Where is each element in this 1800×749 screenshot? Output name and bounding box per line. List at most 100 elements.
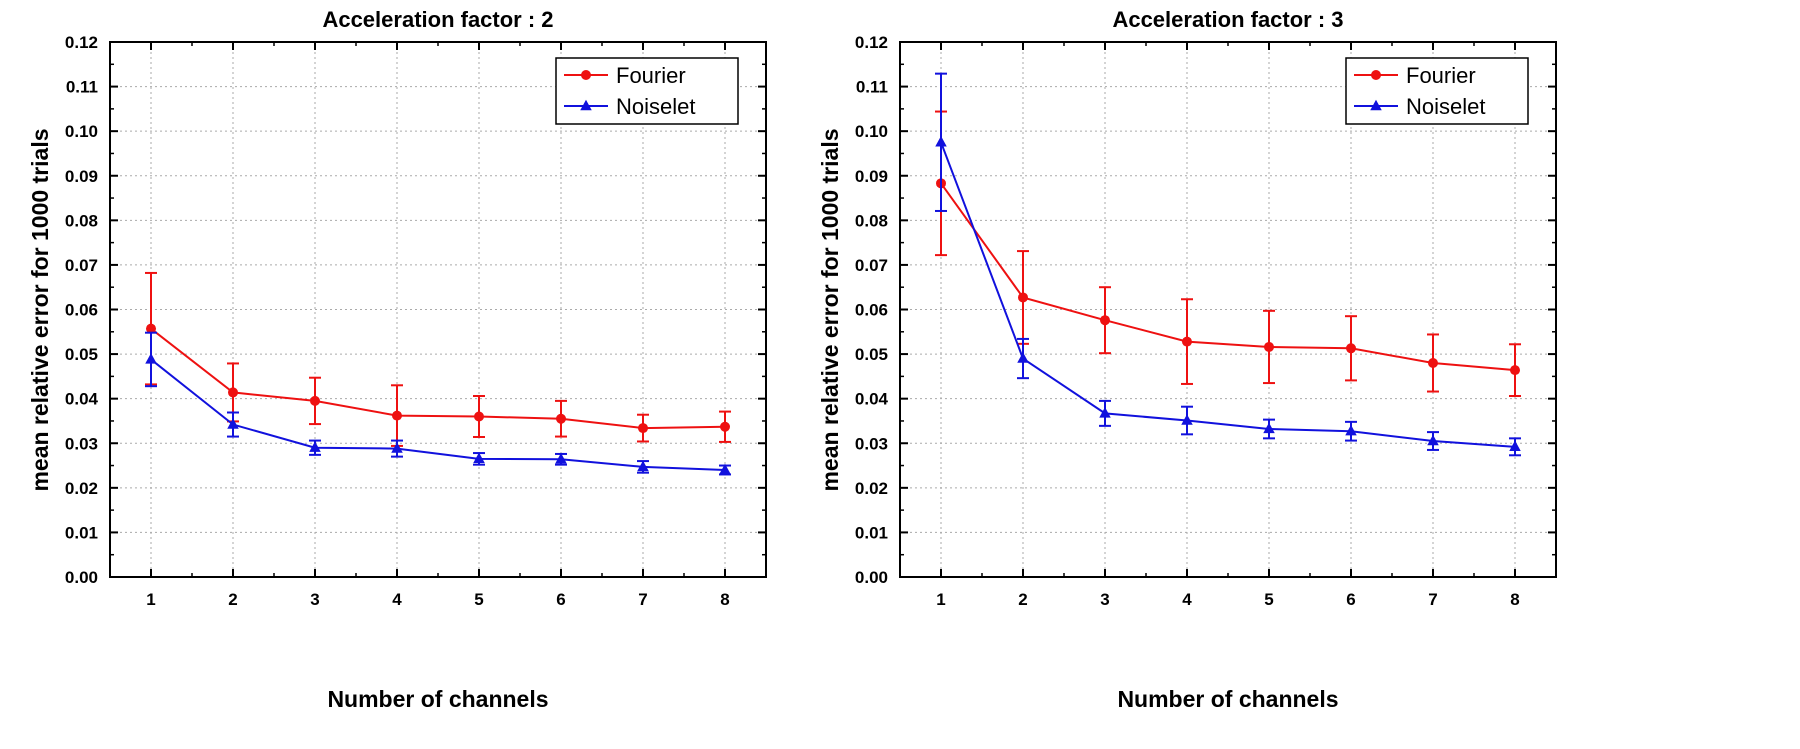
data-point-triangle — [309, 441, 321, 452]
series-noiselet — [935, 72, 1521, 457]
y-tick-label: 0.05 — [855, 345, 888, 364]
legend: Fourier Noiselet — [555, 57, 739, 125]
data-point-triangle — [637, 460, 649, 472]
y-tick-label: 0.06 — [855, 301, 888, 320]
y-tick-label: 0.08 — [65, 211, 98, 230]
legend-marker-circle — [581, 70, 591, 80]
y-tick-label: 0.02 — [855, 479, 888, 498]
legend-label: Noiselet — [616, 94, 695, 119]
data-point-triangle — [1345, 424, 1357, 436]
y-tick-label: 0.12 — [855, 33, 888, 52]
y-tick-label: 0.03 — [855, 434, 888, 453]
x-tick-label: 3 — [310, 590, 319, 609]
x-tick-label: 2 — [228, 590, 237, 609]
data-point-circle — [556, 413, 566, 424]
data-point-circle — [638, 423, 648, 434]
data-point-circle — [1182, 336, 1192, 347]
x-tick-label: 6 — [556, 590, 565, 609]
x-tick-label: 5 — [474, 590, 483, 609]
series-line — [940, 141, 1516, 448]
x-tick-label: 3 — [1100, 590, 1109, 609]
series-noiselet — [145, 331, 731, 476]
legend-box — [1345, 57, 1529, 125]
x-axis-label: Number of channels — [327, 686, 548, 712]
data-point-circle — [392, 410, 402, 421]
y-tick-label: 0.06 — [65, 301, 98, 320]
x-tick-label: 4 — [1182, 590, 1192, 609]
x-tick-label: 6 — [1346, 590, 1355, 609]
legend-marker-triangle — [1370, 99, 1382, 111]
data-point-circle — [1100, 315, 1110, 326]
grid — [110, 42, 766, 577]
y-tick-label: 0.08 — [855, 211, 888, 230]
data-point-triangle — [1263, 422, 1275, 434]
legend-label: Fourier — [1406, 63, 1476, 88]
y-tick-label: 0.07 — [855, 256, 888, 275]
legend-box — [555, 57, 739, 125]
data-point-circle — [1428, 358, 1438, 368]
y-axis-label: mean relative error for 1000 trials — [27, 128, 53, 491]
x-tick-label: 7 — [1428, 590, 1437, 609]
chart-title: Acceleration factor : 3 — [1112, 7, 1343, 32]
series-fourier — [935, 110, 1521, 397]
y-tick-label: 0.11 — [856, 78, 888, 97]
data-point-circle — [1510, 365, 1520, 376]
y-tick-label: 0.00 — [855, 568, 888, 587]
series-line — [150, 327, 726, 430]
legend-label: Noiselet — [1406, 94, 1485, 119]
data-point-triangle — [1509, 440, 1521, 452]
legend-marker-triangle — [580, 99, 592, 111]
y-tick-label: 0.10 — [65, 122, 98, 141]
data-point-triangle — [1181, 414, 1193, 425]
x-tick-label: 5 — [1264, 590, 1273, 609]
y-tick-label: 0.09 — [65, 167, 98, 186]
legend: Fourier Noiselet — [1345, 57, 1529, 125]
y-tick-label: 0.12 — [65, 33, 98, 52]
data-point-triangle — [1099, 407, 1111, 418]
y-tick-label: 0.03 — [65, 434, 98, 453]
data-point-circle — [1018, 292, 1028, 303]
y-axis-label: mean relative error for 1000 trials — [817, 128, 843, 491]
data-point-circle — [310, 395, 320, 406]
chart-acceleration-3: Acceleration factor : 3 Number of channe… — [817, 7, 1557, 712]
x-tick-label: 1 — [146, 590, 155, 609]
y-tick-label: 0.01 — [855, 523, 888, 542]
x-tick-label: 4 — [392, 590, 402, 609]
data-point-triangle — [145, 353, 157, 364]
data-point-triangle — [555, 453, 567, 464]
y-tick-label: 0.04 — [65, 390, 99, 409]
data-point-triangle — [391, 442, 403, 453]
series-line — [940, 182, 1516, 372]
x-tick-label: 7 — [638, 590, 647, 609]
legend-label: Fourier — [616, 63, 686, 88]
data-point-triangle — [1427, 434, 1439, 446]
y-tick-label: 0.04 — [855, 390, 889, 409]
data-point-circle — [228, 387, 238, 398]
x-tick-label: 8 — [1510, 590, 1519, 609]
y-tick-label: 0.05 — [65, 345, 98, 364]
x-tick-label: 1 — [936, 590, 945, 609]
data-point-circle — [146, 323, 156, 334]
y-tick-label: 0.02 — [65, 479, 98, 498]
y-tick-label: 0.07 — [65, 256, 98, 275]
y-tick-label: 0.09 — [855, 167, 888, 186]
chart-title: Acceleration factor : 2 — [322, 7, 553, 32]
data-point-triangle — [935, 136, 947, 147]
y-tick-label: 0.01 — [65, 523, 98, 542]
data-point-triangle — [719, 463, 731, 475]
series-line — [150, 358, 726, 471]
chart-acceleration-2: Acceleration factor : 2 Number of channe… — [27, 7, 767, 712]
data-point-circle — [720, 421, 730, 432]
data-point-triangle — [1017, 352, 1029, 363]
y-tick-label: 0.11 — [66, 78, 98, 97]
legend-marker-circle — [1371, 70, 1381, 80]
data-point-circle — [1346, 343, 1356, 354]
y-tick-label: 0.10 — [855, 122, 888, 141]
x-tick-label: 2 — [1018, 590, 1027, 609]
x-axis-label: Number of channels — [1117, 686, 1338, 712]
x-tick-label: 8 — [720, 590, 729, 609]
data-point-triangle — [227, 418, 239, 429]
y-tick-label: 0.00 — [65, 568, 98, 587]
data-point-circle — [474, 411, 484, 422]
